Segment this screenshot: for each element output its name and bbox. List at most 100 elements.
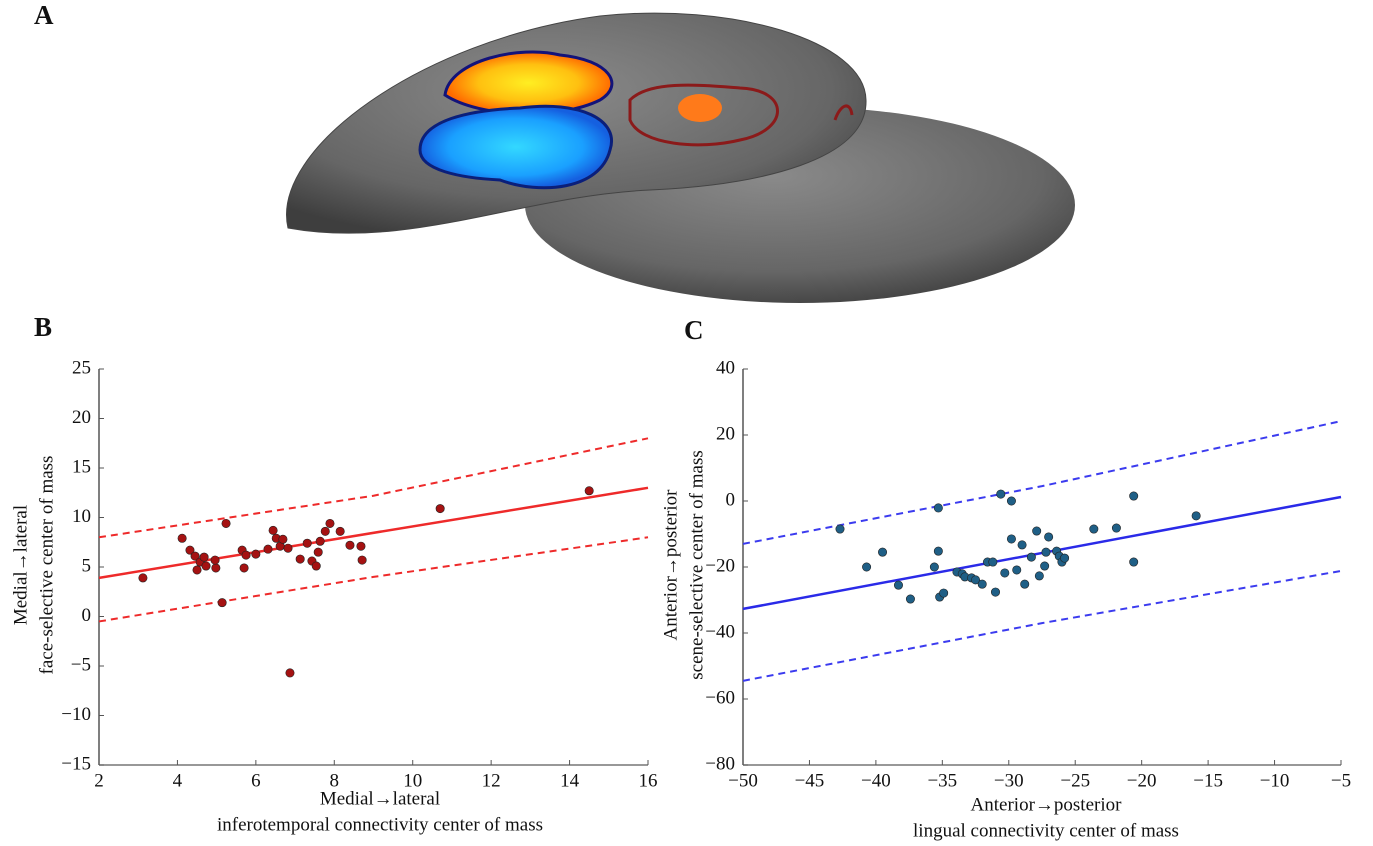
data-point xyxy=(221,518,231,528)
x-tick-label: 8 xyxy=(330,770,340,791)
x-tick-label: 10 xyxy=(403,770,422,791)
y-tick-label: −80 xyxy=(705,753,735,774)
data-point xyxy=(1017,540,1027,550)
data-point xyxy=(315,536,325,546)
confidence-band xyxy=(742,569,1342,682)
y-tick-label: 0 xyxy=(726,489,736,510)
data-point xyxy=(302,538,312,548)
x-tick-label: 6 xyxy=(251,770,261,791)
data-point xyxy=(345,540,355,550)
data-point xyxy=(285,668,295,678)
x-tick-label: −45 xyxy=(795,770,825,791)
data-point xyxy=(320,526,330,536)
data-point xyxy=(325,518,335,528)
y-tick-label: 5 xyxy=(82,555,92,576)
x-tick-label: −35 xyxy=(927,770,957,791)
data-point xyxy=(1012,565,1022,575)
x-axis-label: lingual connectivity center of mass xyxy=(913,820,1179,841)
data-point xyxy=(217,598,227,608)
data-point xyxy=(190,551,200,561)
x-tick-label: 12 xyxy=(482,770,501,791)
data-point xyxy=(335,526,345,536)
confidence-band xyxy=(742,420,1342,545)
data-point xyxy=(435,504,445,514)
data-point xyxy=(1032,526,1042,536)
data-point xyxy=(990,587,1000,597)
data-point xyxy=(933,546,943,556)
x-tick-label: −15 xyxy=(1193,770,1223,791)
data-point xyxy=(905,594,915,604)
data-point xyxy=(211,563,221,573)
y-tick-label: 0 xyxy=(82,605,92,626)
data-point xyxy=(1006,534,1016,544)
data-point xyxy=(1060,553,1070,563)
x-tick-label: −40 xyxy=(861,770,891,791)
y-axis-label: Anterior→posterior xyxy=(660,489,681,641)
x-tick-label: −25 xyxy=(1060,770,1090,791)
data-point xyxy=(1020,579,1030,589)
y-tick-label: 20 xyxy=(716,423,735,444)
data-point xyxy=(1044,532,1054,542)
x-axis-label: Medial→lateral xyxy=(320,788,440,809)
y-tick-label: −15 xyxy=(61,753,91,774)
x-tick-label: 4 xyxy=(173,770,183,791)
confidence-band xyxy=(98,536,649,623)
panel-label: A xyxy=(34,0,54,30)
data-point xyxy=(1129,491,1139,501)
y-tick-label: −60 xyxy=(705,687,735,708)
panel-label: B xyxy=(34,312,52,342)
y-tick-label: 15 xyxy=(72,456,91,477)
y-tick-label: −40 xyxy=(705,621,735,642)
regression-line xyxy=(98,486,649,580)
y-tick-label: 25 xyxy=(72,357,91,378)
x-tick-label: −30 xyxy=(994,770,1024,791)
x-tick-label: −10 xyxy=(1260,770,1290,791)
data-point xyxy=(878,547,888,557)
data-point xyxy=(239,563,249,573)
data-point xyxy=(263,544,273,554)
x-tick-label: 2 xyxy=(94,770,104,791)
data-point xyxy=(584,486,594,496)
y-tick-label: 10 xyxy=(72,506,91,527)
data-point xyxy=(1026,552,1036,562)
data-point xyxy=(971,575,981,585)
data-point xyxy=(988,557,998,567)
y-axis-label: Medial→lateral xyxy=(10,505,31,625)
x-tick-label: −5 xyxy=(1331,770,1351,791)
data-point xyxy=(295,554,305,564)
data-point xyxy=(933,503,943,513)
y-tick-label: −10 xyxy=(61,704,91,725)
data-point xyxy=(929,562,939,572)
y-tick-label: 20 xyxy=(72,407,91,428)
data-point xyxy=(138,573,148,583)
data-point xyxy=(1041,547,1051,557)
data-point xyxy=(1089,524,1099,534)
data-point xyxy=(199,552,209,562)
data-point xyxy=(357,555,367,565)
x-tick-label: −50 xyxy=(728,770,758,791)
data-point xyxy=(177,533,187,543)
data-point xyxy=(1000,568,1010,578)
data-point xyxy=(1006,496,1016,506)
data-point xyxy=(192,565,202,575)
data-point xyxy=(977,579,987,589)
data-point xyxy=(996,489,1006,499)
x-tick-label: 16 xyxy=(639,770,658,791)
data-point xyxy=(1040,561,1050,571)
y-axis-label: scene-selective center of mass xyxy=(686,450,707,679)
x-tick-label: 14 xyxy=(560,770,580,791)
data-point xyxy=(251,549,261,559)
data-point xyxy=(313,547,323,557)
data-point xyxy=(893,580,903,590)
data-point xyxy=(283,543,293,553)
data-point xyxy=(1191,511,1201,521)
data-point xyxy=(201,561,211,571)
confidence-band xyxy=(98,437,649,539)
data-point xyxy=(1111,523,1121,533)
data-point xyxy=(311,561,321,571)
data-point xyxy=(185,545,195,555)
data-point xyxy=(1129,557,1139,567)
y-tick-label: 40 xyxy=(716,357,735,378)
data-point xyxy=(862,562,872,572)
